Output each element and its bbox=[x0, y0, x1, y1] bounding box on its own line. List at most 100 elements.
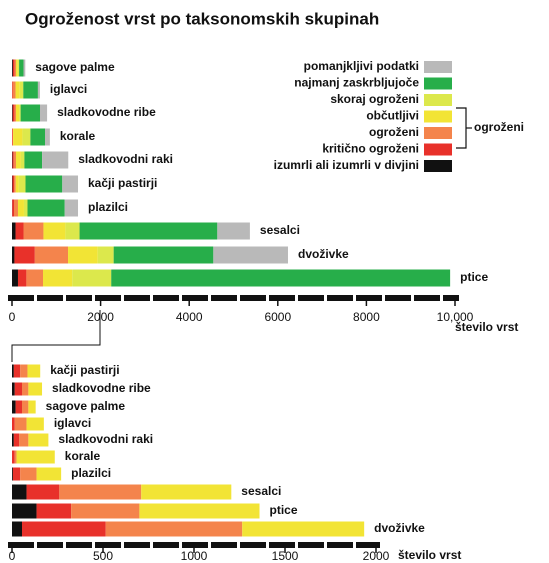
bar-segment bbox=[12, 105, 13, 122]
legend-swatch bbox=[424, 111, 452, 123]
bar-segment bbox=[139, 504, 259, 519]
bar-segment bbox=[14, 247, 34, 264]
bar-segment bbox=[12, 176, 14, 193]
bar-segment bbox=[24, 152, 42, 169]
bar-segment bbox=[35, 247, 68, 264]
bar-segment bbox=[19, 434, 28, 447]
bar-segment bbox=[114, 247, 214, 264]
bar-segment bbox=[12, 152, 13, 169]
category-label: ptice bbox=[460, 270, 488, 284]
bar-segment bbox=[14, 200, 18, 217]
bar-segment bbox=[65, 223, 79, 240]
bar-segment bbox=[111, 270, 450, 287]
bar-segment bbox=[213, 247, 288, 264]
bar-segment bbox=[27, 365, 40, 378]
bar-segment bbox=[42, 152, 68, 169]
x-tick-label: 1000 bbox=[181, 549, 208, 563]
bar-segment bbox=[14, 105, 16, 122]
category-label: dvoživke bbox=[374, 521, 425, 535]
bar-segment bbox=[71, 504, 139, 519]
bar-segment bbox=[22, 383, 28, 396]
category-label: sesalci bbox=[241, 484, 281, 498]
bar-segment bbox=[43, 270, 72, 287]
bar-segment bbox=[28, 383, 42, 396]
bar-segment bbox=[12, 504, 37, 519]
bar-segment bbox=[16, 223, 24, 240]
bar-segment bbox=[18, 270, 26, 287]
legend-swatch bbox=[424, 144, 452, 156]
legend-label: najmanj zaskrbljujoče bbox=[294, 76, 419, 90]
bar-segment bbox=[37, 504, 72, 519]
category-label: plazilci bbox=[71, 466, 111, 480]
bar-segment bbox=[27, 485, 60, 500]
bar-segment bbox=[23, 82, 38, 99]
bar-segment bbox=[12, 365, 14, 378]
bar-segment bbox=[14, 176, 16, 193]
category-label: korale bbox=[60, 129, 96, 143]
x-tick-label: 4000 bbox=[176, 310, 203, 324]
legend-swatch bbox=[424, 160, 452, 172]
bar-segment bbox=[59, 485, 141, 500]
bar-segment bbox=[40, 105, 47, 122]
bar-segment bbox=[18, 200, 24, 217]
bar-segment bbox=[15, 418, 27, 431]
bar-segment bbox=[45, 129, 50, 146]
bar-segment bbox=[65, 200, 78, 217]
legend-label: skoraj ogroženi bbox=[330, 92, 419, 106]
bar-segment bbox=[141, 485, 231, 500]
category-label: sagove palme bbox=[35, 60, 115, 74]
bar-segment bbox=[19, 105, 20, 122]
chart: Ogroženost vrst po taksonomskih skupinah… bbox=[0, 0, 549, 563]
x-tick-label: 2000 bbox=[363, 549, 390, 563]
bar-segment bbox=[21, 152, 25, 169]
category-label: sladkovodne ribe bbox=[57, 105, 156, 119]
bar-segment bbox=[12, 468, 13, 481]
bar-segment bbox=[24, 60, 26, 77]
x-tick-label: 8000 bbox=[353, 310, 380, 324]
bar-segment bbox=[26, 270, 43, 287]
bar-segment bbox=[16, 60, 18, 77]
bar-segment bbox=[28, 401, 35, 414]
bar-segment bbox=[16, 105, 19, 122]
bar-segment bbox=[12, 129, 13, 146]
bar-segment bbox=[12, 485, 27, 500]
bar-segment bbox=[16, 401, 22, 414]
bar-segment bbox=[20, 82, 24, 99]
bar-segment bbox=[68, 247, 98, 264]
bar-segment bbox=[30, 129, 45, 146]
bar-segment bbox=[72, 270, 111, 287]
bar-segment bbox=[27, 418, 44, 431]
bar-segment bbox=[24, 200, 28, 217]
legend-label: občutljivi bbox=[366, 109, 419, 123]
legend-label: pomanjkljivi podatki bbox=[304, 59, 419, 73]
category-label: sladkovodne ribe bbox=[52, 381, 151, 395]
x-tick-label: 500 bbox=[93, 549, 113, 563]
x-tick-label: 0 bbox=[9, 310, 16, 324]
bar-segment bbox=[14, 152, 16, 169]
category-label: iglavci bbox=[50, 82, 87, 96]
bar-segment bbox=[217, 223, 250, 240]
bar-segment bbox=[12, 522, 22, 537]
category-label: korale bbox=[65, 449, 101, 463]
category-label: sesalci bbox=[260, 223, 300, 237]
x-tick-label: 0 bbox=[9, 549, 16, 563]
legend-label: kritično ogroženi bbox=[322, 142, 419, 156]
bar-segment bbox=[98, 247, 114, 264]
bar-segment bbox=[15, 451, 17, 464]
bar-segment bbox=[80, 223, 218, 240]
bar-segment bbox=[12, 200, 14, 217]
chart-title: Ogroženost vrst po taksonomskih skupinah bbox=[25, 9, 379, 28]
bar-segment bbox=[12, 60, 13, 77]
bar-segment bbox=[22, 522, 106, 537]
bar-segment bbox=[106, 522, 243, 537]
bar-segment bbox=[22, 401, 28, 414]
legend-swatch bbox=[424, 127, 452, 139]
bar-segment bbox=[20, 468, 36, 481]
category-label: ptice bbox=[270, 503, 298, 517]
bar-segment bbox=[13, 60, 15, 77]
bar-segment bbox=[14, 60, 16, 77]
bar-segment bbox=[38, 82, 40, 99]
bar-segment bbox=[28, 200, 65, 217]
x-tick-label: 1500 bbox=[272, 549, 299, 563]
category-label: sagove palme bbox=[46, 399, 126, 413]
